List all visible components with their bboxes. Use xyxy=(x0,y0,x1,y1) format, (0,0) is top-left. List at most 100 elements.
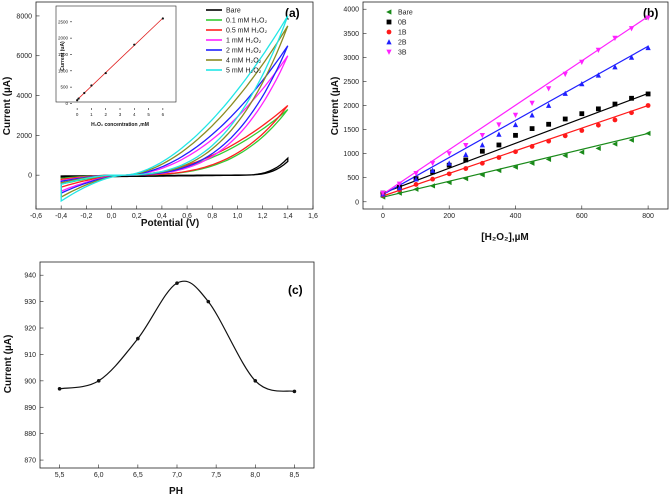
panel-b-marker xyxy=(578,149,585,155)
panel-b-marker xyxy=(562,90,568,96)
legend-a-label: 2 mM H₂O₂ xyxy=(226,48,262,55)
legend-b-label: 2B xyxy=(398,40,407,47)
panel-b-marker xyxy=(529,100,535,106)
panel-a-legend: Bare 0.1 mM H₂O₂ 0.5 mM H₂O₂ 1 mM H₂O₂ 2… xyxy=(206,8,268,75)
panel-b-marker xyxy=(628,54,635,60)
panel-b-marker xyxy=(512,121,519,128)
panel-a-cv-curve xyxy=(60,15,289,203)
panel-b-marker xyxy=(446,160,452,166)
panel-b-x-tick-label: 800 xyxy=(642,213,654,220)
panel-b-marker xyxy=(479,132,485,139)
panel-b-marker xyxy=(479,142,485,148)
panel-c-point xyxy=(292,389,297,394)
panel-c-point xyxy=(175,281,179,285)
panel-c-y-tick-label: 930 xyxy=(24,299,36,306)
panel-b-marker xyxy=(595,106,601,112)
panel-b-xlabel: [H₂O₂],µM xyxy=(481,232,528,243)
panel-a-y-tick-label: 8000 xyxy=(16,13,32,20)
panel-c-y-tick-label: 920 xyxy=(24,326,36,333)
panel-b-marker xyxy=(612,64,618,70)
panel-a-y-tick-label: 4000 xyxy=(16,93,32,100)
legend-a-label: 5 mM H₂O₂ xyxy=(226,68,262,75)
panel-b-marker xyxy=(446,179,452,186)
panel-b-marker xyxy=(562,133,568,139)
panel-c-xlabel: PH xyxy=(169,486,183,497)
panel-b-marker xyxy=(562,116,568,122)
panel-b-marker xyxy=(545,156,552,163)
panel-b-marker xyxy=(413,176,419,182)
panel-b-legend: Bare 0B 1B 2B 3B xyxy=(386,9,413,57)
panel-a-frame xyxy=(35,1,314,210)
panel-c-y-tick-label: 910 xyxy=(24,352,36,359)
panel-b-y-ticks: 0 500 1000 1500 2000 2500 3000 3500 4000 xyxy=(343,7,367,206)
panel-b-marker xyxy=(579,59,585,66)
panel-b-marker xyxy=(463,166,469,171)
panel-a-x-tick-label: -0,4 xyxy=(55,213,67,220)
panel-b-marker xyxy=(513,132,518,138)
inset-x-tick-label: 1 xyxy=(90,112,93,117)
inset-y-tick-label: 1000 xyxy=(58,68,69,73)
panel-a-x-ticks: -0,6 -0,4 -0,2 0,0 0,2 0,4 0,6 0,8 1,0 1,2 1,4 1,6 xyxy=(30,205,318,220)
panel-b-marker xyxy=(463,143,469,149)
panel-b-marker xyxy=(546,102,552,108)
panel-c-y-tick-label: 890 xyxy=(24,405,36,412)
panel-b-y-tick-label: 4000 xyxy=(343,7,359,14)
panel-c-plot xyxy=(57,280,297,394)
panel-a-x-tick-label: 0,4 xyxy=(157,213,167,220)
panel-a-inset: H₂O₂ concentration ,mM Current (uA) 0 1 2 3… xyxy=(55,5,177,128)
panel-b-marker xyxy=(380,190,386,196)
panel-b-marker xyxy=(479,148,485,154)
panel-a-ylabel: Current (µA) xyxy=(2,77,13,136)
inset-y-tick-label: 2000 xyxy=(58,36,69,41)
panel-b-x-tick-label: 200 xyxy=(443,213,455,220)
inset-x-tick-label: 2 xyxy=(104,112,107,117)
panel-b-calibration: (b) [H₂O₂],µM Current (µA) 0 200 400 600 800… xyxy=(330,1,669,243)
panel-a-x-tick-label: 1,2 xyxy=(258,213,268,220)
inset-point xyxy=(133,43,136,46)
panel-c-y-ticks: 870 880 890 900 910 920 930 940 xyxy=(24,273,44,465)
panel-c-ylabel: Current (µA) xyxy=(3,335,14,394)
panel-b-fit-line xyxy=(382,45,649,196)
panel-c-tag: (c) xyxy=(288,283,303,297)
panel-b-marker xyxy=(413,186,419,192)
inset-x-tick-label: 0 xyxy=(76,112,79,117)
inset-point xyxy=(161,17,164,20)
panel-b-marker xyxy=(546,138,552,144)
panel-b-ylabel: Current (µA) xyxy=(330,77,341,136)
panel-b-y-tick-label: 1500 xyxy=(343,127,359,134)
panel-a-curves xyxy=(60,15,289,203)
panel-b-y-tick-label: 0 xyxy=(355,199,359,206)
panel-b-marker xyxy=(629,110,634,116)
panel-b-fit-line xyxy=(382,15,649,195)
panel-b-marker xyxy=(429,160,436,167)
panel-b-marker xyxy=(496,155,502,160)
panel-b-marker xyxy=(463,157,469,163)
panel-b-marker xyxy=(645,91,651,97)
panel-a-x-tick-label: 1,0 xyxy=(233,213,243,220)
panel-c-y-tick-label: 940 xyxy=(24,273,36,280)
panel-b-marker xyxy=(645,15,651,21)
panel-b-marker xyxy=(595,72,602,78)
legend-a-label: 0.5 mM H₂O₂ xyxy=(226,28,268,35)
panel-c-point xyxy=(206,299,211,304)
panel-b-marker xyxy=(529,112,535,118)
inset-y-ticks: 0 500 1000 1500 2000 2500 xyxy=(58,19,72,106)
panel-a-y-tick-label: 6000 xyxy=(16,53,32,60)
panel-b-marker xyxy=(496,167,502,174)
inset-y-tick-label: 1500 xyxy=(58,52,69,57)
inset-point xyxy=(90,84,93,87)
panel-b-marker xyxy=(513,149,518,155)
panel-b-x-tick-label: 400 xyxy=(510,213,522,220)
panel-b-marker xyxy=(579,128,585,133)
panel-b-fit-line xyxy=(382,92,649,194)
panel-b-marker xyxy=(645,130,651,137)
panel-b-y-tick-label: 500 xyxy=(347,175,359,182)
legend-b-label: 1B xyxy=(398,30,407,37)
panel-b-fit-lines xyxy=(382,15,649,198)
panel-c-point xyxy=(96,379,101,383)
legend-a-label: 0.1 mM H₂O₂ xyxy=(226,18,268,25)
panel-b-markers xyxy=(380,15,651,200)
inset-y-tick-label: 0 xyxy=(65,101,68,106)
panel-b-marker xyxy=(628,137,634,143)
